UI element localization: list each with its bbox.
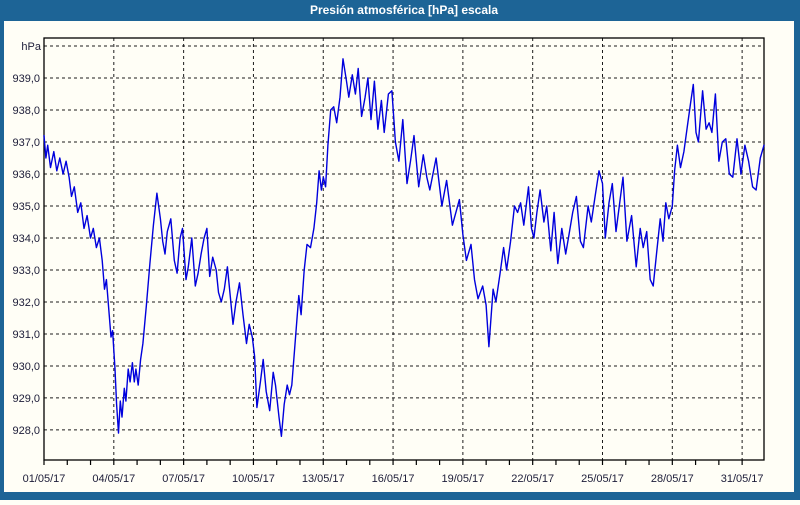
x-tick-label: 07/05/17 <box>162 473 205 485</box>
y-tick-label: 936,0 <box>12 169 40 181</box>
window-title: Presión atmosférica [hPa] escala <box>309 3 499 17</box>
y-tick-label: 939,0 <box>12 73 40 85</box>
x-tick-label: 25/05/17 <box>581 473 624 485</box>
y-axis-unit-label: hPa <box>21 41 41 53</box>
y-tick-label: 938,0 <box>12 105 40 117</box>
x-tick-label: 22/05/17 <box>511 473 554 485</box>
pressure-series-line <box>43 58 765 437</box>
x-tick-label: 13/05/17 <box>302 473 345 485</box>
y-tick-label: 934,0 <box>12 233 40 245</box>
x-tick-label: 01/05/17 <box>23 473 66 485</box>
x-tick-label: 31/05/17 <box>721 473 764 485</box>
pressure-chart: hPa 939,0 938,0 937,0 936,0 935,0 934,0 933,0 93… <box>12 37 765 485</box>
y-tick-label: 937,0 <box>12 137 40 149</box>
y-tick-label: 928,0 <box>12 425 40 437</box>
y-tick-label: 929,0 <box>12 393 40 405</box>
x-tick-label: 04/05/17 <box>92 473 135 485</box>
pressure-chart-host: hPa 939,0 938,0 937,0 936,0 935,0 934,0 933,0 93… <box>4 0 800 500</box>
x-tick-label: 28/05/17 <box>651 473 694 485</box>
x-tick-label: 16/05/17 <box>372 473 415 485</box>
x-tick-label: 19/05/17 <box>441 473 484 485</box>
y-tick-label: 931,0 <box>12 329 40 341</box>
y-tick-label: 933,0 <box>12 265 40 277</box>
y-tick-label: 932,0 <box>12 297 40 309</box>
x-tick-label: 10/05/17 <box>232 473 275 485</box>
window-title-bar: Presión atmosférica [hPa] escala <box>4 0 800 21</box>
y-tick-label: 930,0 <box>12 361 40 373</box>
y-tick-label: 935,0 <box>12 201 40 213</box>
plot-area-border <box>43 37 765 461</box>
